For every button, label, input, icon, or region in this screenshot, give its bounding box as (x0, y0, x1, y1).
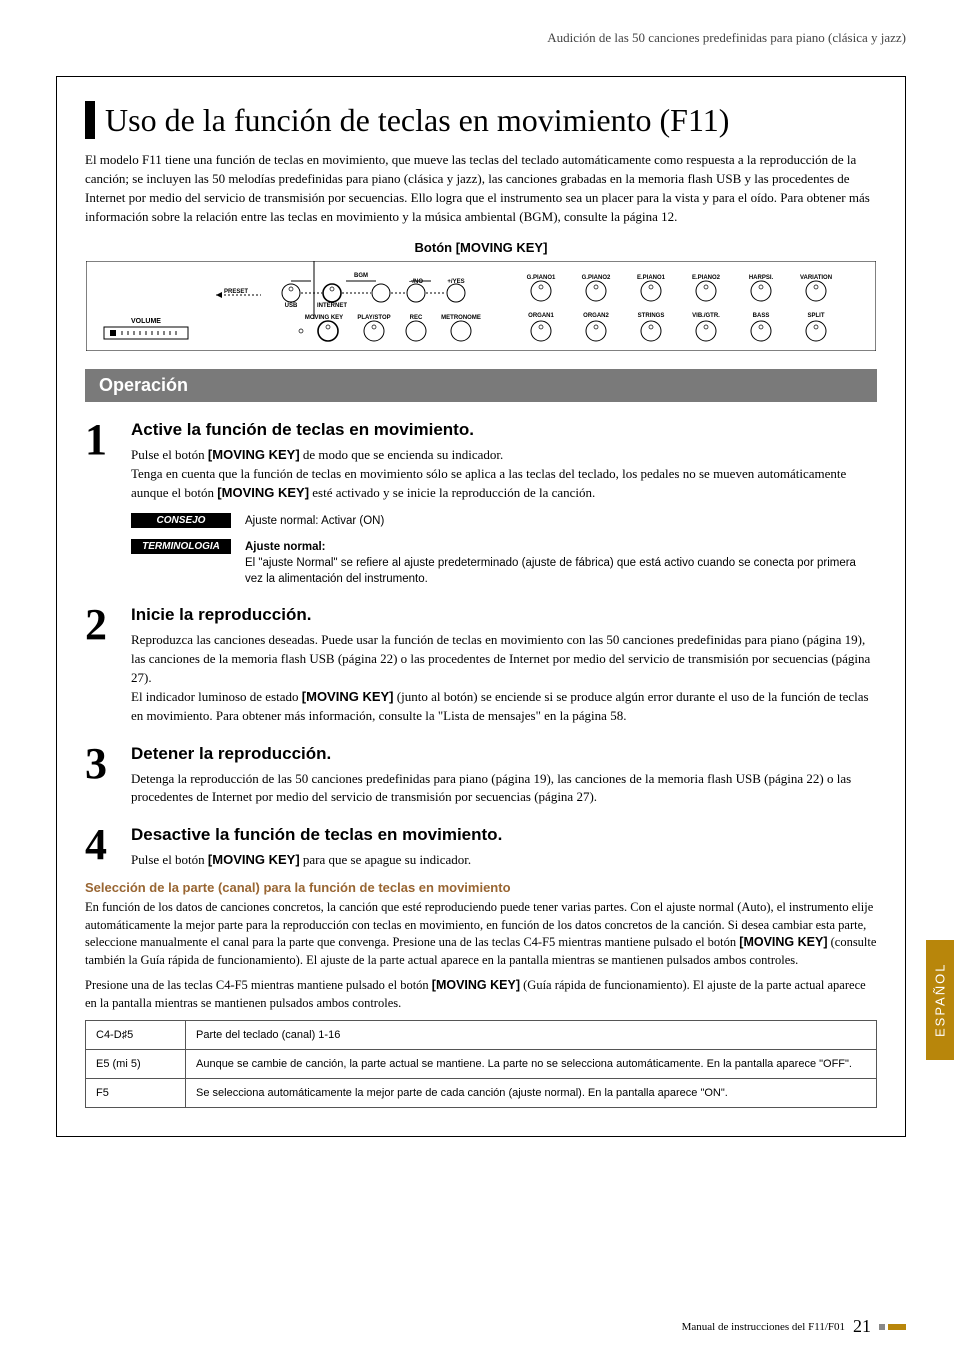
footer-text: Manual de instrucciones del F11/F01 (682, 1321, 845, 1333)
step-2: 2 Inicie la reproducción. Reproduzca las… (85, 605, 877, 725)
table-key-cell: F5 (86, 1079, 186, 1108)
language-tab: ESPAÑOL (926, 940, 954, 1060)
consejo-text: Ajuste normal: Activar (ON) (245, 513, 877, 529)
title-row: Uso de la función de teclas en movimient… (85, 101, 877, 139)
table-row: C4-D♯5Parte del teclado (canal) 1-16 (86, 1021, 877, 1050)
svg-text:INTERNET: INTERNET (317, 303, 347, 309)
svg-text:USB: USB (285, 303, 298, 309)
keys-table: C4-D♯5Parte del teclado (canal) 1-16E5 (… (85, 1020, 877, 1108)
terminologia-row: TERMINOLOGIA Ajuste normal: El "ajuste N… (131, 539, 877, 587)
step-4-number: 4 (85, 825, 113, 870)
terminologia-tag: TERMINOLOGIA (131, 539, 231, 554)
svg-text:PLAY/STOP: PLAY/STOP (357, 315, 390, 321)
svg-text:BGM: BGM (354, 273, 368, 279)
table-row: E5 (mi 5)Aunque se cambie de canción, la… (86, 1050, 877, 1079)
subheading-seleccion: Selección de la parte (canal) para la fu… (85, 880, 877, 895)
svg-text:HARPSI.: HARPSI. (749, 275, 774, 281)
svg-text:VARIATION: VARIATION (800, 275, 832, 281)
page-footer: Manual de instrucciones del F11/F01 21 (682, 1316, 906, 1337)
step-3: 3 Detener la reproducción. Detenga la re… (85, 744, 877, 808)
step-2-p2: El indicador luminoso de estado [MOVING … (131, 688, 877, 726)
svg-text:E.PIANO1: E.PIANO1 (637, 275, 666, 281)
step-3-number: 3 (85, 744, 113, 808)
svg-text:STRINGS: STRINGS (638, 313, 665, 319)
step-4-p1: Pulse el botón [MOVING KEY] para que se … (131, 851, 877, 870)
step-3-title: Detener la reproducción. (131, 744, 877, 764)
svg-text:BASS: BASS (753, 313, 770, 319)
svg-text:SPLIT: SPLIT (807, 313, 824, 319)
step-1-title: Active la función de teclas en movimient… (131, 420, 877, 440)
page-header: Audición de las 50 canciones predefinida… (56, 30, 906, 46)
svg-text:METRONOME: METRONOME (441, 315, 481, 321)
step-2-p1: Reproduzca las canciones deseadas. Puede… (131, 631, 877, 688)
step-1-number: 1 (85, 420, 113, 587)
title-accent-bar (85, 101, 95, 139)
seleccion-p2: Presione una de las teclas C4-F5 mientra… (85, 977, 877, 1012)
svg-text:MOVING KEY: MOVING KEY (305, 315, 343, 321)
step-1-p2: Tenga en cuenta que la función de teclas… (131, 465, 877, 503)
step-4-title: Desactive la función de teclas en movimi… (131, 825, 877, 845)
consejo-row: CONSEJO Ajuste normal: Activar (ON) (131, 513, 877, 529)
step-4: 4 Desactive la función de teclas en movi… (85, 825, 877, 870)
table-key-cell: C4-D♯5 (86, 1021, 186, 1050)
step-2-title: Inicie la reproducción. (131, 605, 877, 625)
svg-text:ORGAN2: ORGAN2 (583, 313, 609, 319)
section-header-operacion: Operación (85, 369, 877, 402)
svg-text:ORGAN1: ORGAN1 (528, 313, 554, 319)
page-number: 21 (853, 1316, 871, 1337)
main-content-frame: Uso de la función de teclas en movimient… (56, 76, 906, 1137)
table-row: F5Se selecciona automáticamente la mejor… (86, 1079, 877, 1108)
svg-text:VOLUME: VOLUME (131, 318, 161, 325)
step-1-p1: Pulse el botón [MOVING KEY] de modo que … (131, 446, 877, 465)
svg-text:G.PIANO1: G.PIANO1 (527, 275, 556, 281)
svg-text:REC: REC (410, 315, 423, 321)
svg-text:PRESET: PRESET (224, 289, 248, 295)
table-key-cell: E5 (mi 5) (86, 1050, 186, 1079)
control-panel-diagram: VOLUME PRESET BGM USB INTERNET (86, 261, 876, 351)
seleccion-p1: En función de los datos de canciones con… (85, 899, 877, 969)
svg-text:G.PIANO2: G.PIANO2 (582, 275, 611, 281)
moving-key-caption: Botón [MOVING KEY] (85, 240, 877, 255)
footer-bars-icon (879, 1324, 906, 1330)
table-value-cell: Parte del teclado (canal) 1-16 (186, 1021, 877, 1050)
table-value-cell: Aunque se cambie de canción, la parte ac… (186, 1050, 877, 1079)
terminologia-text: Ajuste normal: El "ajuste Normal" se ref… (245, 539, 877, 587)
main-title: Uso de la función de teclas en movimient… (105, 102, 729, 139)
step-2-number: 2 (85, 605, 113, 725)
table-value-cell: Se selecciona automáticamente la mejor p… (186, 1079, 877, 1108)
intro-paragraph: El modelo F11 tiene una función de tecla… (85, 151, 877, 226)
svg-text:E.PIANO2: E.PIANO2 (692, 275, 721, 281)
consejo-tag: CONSEJO (131, 513, 231, 528)
step-1: 1 Active la función de teclas en movimie… (85, 420, 877, 587)
svg-text:VIB./GTR.: VIB./GTR. (692, 313, 720, 319)
step-3-p1: Detenga la reproducción de las 50 cancio… (131, 770, 877, 808)
